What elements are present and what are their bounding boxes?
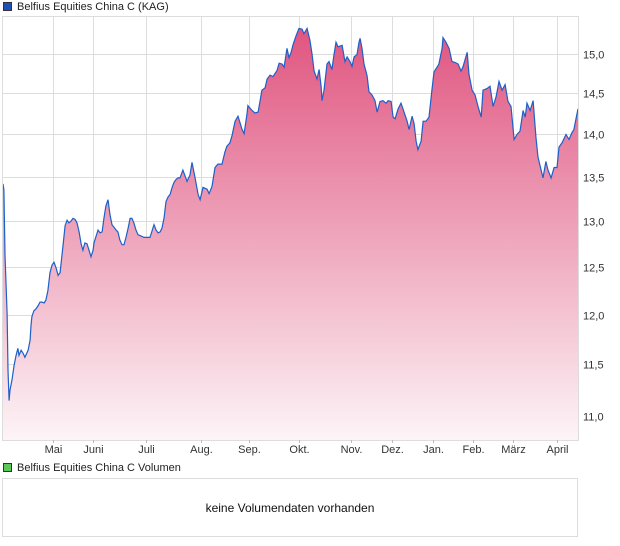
- price-legend-label: Belfius Equities China C (KAG): [17, 0, 169, 13]
- price-chart: 15,0 14,5 14,0 13,5 13,0 12,5 12,0 11,5 11,0 Mai…: [2, 16, 604, 456]
- y-tick-label: 12,0: [583, 311, 604, 323]
- y-tick-label: 15,0: [583, 50, 604, 62]
- x-tick-label: Juli: [138, 444, 155, 456]
- y-tick-label: 13,0: [583, 217, 604, 229]
- y-axis: 15,0 14,5 14,0 13,5 13,0 12,5 12,0 11,5 11,0: [583, 50, 604, 424]
- price-area: [3, 28, 578, 441]
- y-tick-label: 12,5: [583, 263, 604, 275]
- x-tick-label: Okt.: [289, 444, 309, 456]
- y-tick-label: 14,5: [583, 89, 604, 101]
- y-tick-label: 14,0: [583, 130, 604, 142]
- x-axis: Mai Juni Juli Aug. Sep. Okt. Nov. Dez. Jan. Feb. M…: [45, 440, 569, 456]
- volume-legend-swatch: [3, 463, 12, 472]
- x-tick-label: Sep.: [238, 444, 261, 456]
- volume-chart: keine Volumendaten vorhanden: [2, 478, 578, 537]
- volume-legend: Belfius Equities China C Volumen: [3, 461, 181, 474]
- x-tick-label: April: [546, 444, 568, 456]
- x-tick-label: Dez.: [381, 444, 404, 456]
- x-tick-label: Aug.: [190, 444, 213, 456]
- x-tick-label: Juni: [83, 444, 103, 456]
- plot-border: [2, 16, 579, 441]
- no-volume-message: keine Volumendaten vorhanden: [205, 500, 375, 515]
- x-tick-label: Jan.: [423, 444, 444, 456]
- volume-legend-label: Belfius Equities China C Volumen: [17, 461, 181, 474]
- price-legend-swatch: [3, 2, 12, 11]
- y-tick-label: 11,0: [583, 412, 604, 424]
- price-line: [2, 26, 579, 401]
- x-tick-label: Feb.: [462, 444, 484, 456]
- y-tick-label: 13,5: [583, 173, 604, 185]
- x-tick-label: Nov.: [341, 444, 363, 456]
- price-legend: Belfius Equities China C (KAG): [3, 0, 169, 13]
- x-tick-label: Mai: [45, 444, 63, 456]
- x-tick-label: März: [501, 444, 525, 456]
- y-tick-label: 11,5: [583, 360, 604, 372]
